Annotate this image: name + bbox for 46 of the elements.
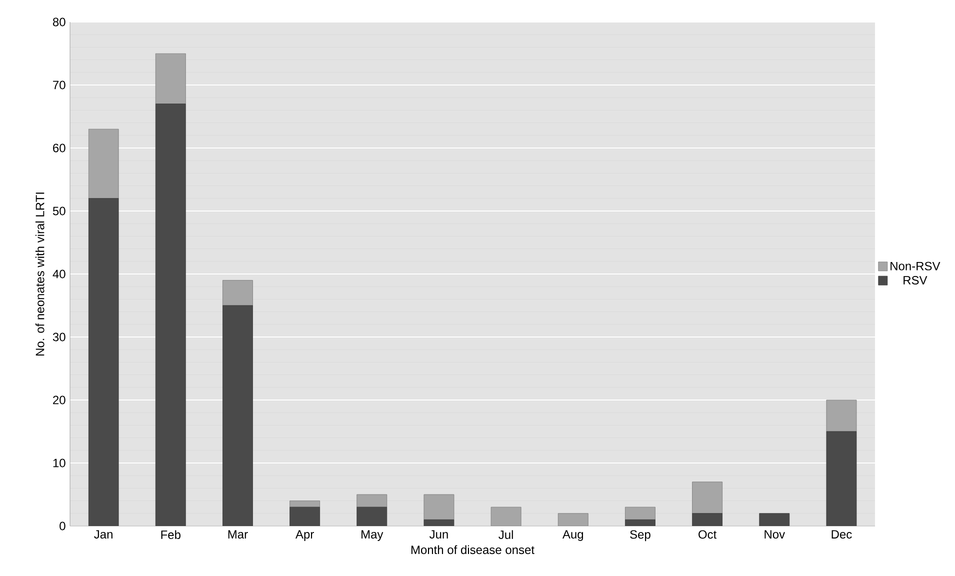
bar (558, 513, 588, 526)
x-tick-label: Apr (295, 530, 314, 541)
y-tick-label: 60 (53, 144, 66, 152)
y-axis-title: No. of neonates with viral LRTI (35, 192, 44, 356)
bar (424, 520, 454, 526)
y-tick-label: 30 (52, 332, 66, 342)
x-tick-label: Aug (562, 530, 584, 541)
bar (222, 280, 253, 306)
bar (625, 520, 656, 526)
x-tick-label: Dec (832, 530, 852, 539)
bar (155, 104, 186, 526)
bar (692, 513, 722, 526)
x-tick-label: Jun (429, 530, 448, 539)
x-tick-label: May (362, 530, 384, 541)
x-axis-title: Month of disease onset (411, 545, 534, 554)
legend-label: Non-RSV (890, 262, 940, 270)
y-tick-label: 80 (52, 18, 66, 26)
legend-label: RSV (904, 276, 928, 284)
bar (490, 506, 522, 526)
y-tick-label: 70 (53, 80, 66, 90)
x-tick-label: Jan (94, 530, 112, 539)
x-tick-label: Nov (764, 530, 786, 539)
bar (356, 506, 388, 526)
x-tick-label: Mar (228, 530, 248, 539)
bar (692, 482, 722, 514)
x-tick-label: Sep (630, 530, 650, 542)
bar (625, 506, 656, 520)
bar (222, 305, 253, 526)
bar (88, 198, 119, 526)
x-tick-label: Oct (698, 530, 717, 539)
bar (759, 513, 790, 526)
bar (826, 431, 857, 526)
bar (290, 506, 320, 526)
y-tick-label: 10 (53, 458, 66, 468)
y-tick-label: 40 (52, 270, 66, 278)
y-tick-label: 50 (52, 206, 66, 216)
bar (155, 53, 186, 104)
bar (424, 494, 454, 520)
bar (356, 494, 388, 508)
bar (88, 128, 119, 199)
y-tick-label: 0 (60, 522, 66, 530)
y-tick-label: 20 (53, 396, 66, 404)
x-tick-label: Feb (161, 530, 180, 540)
bar (826, 400, 857, 432)
bar (290, 500, 320, 508)
x-tick-label: Jul (498, 530, 513, 540)
